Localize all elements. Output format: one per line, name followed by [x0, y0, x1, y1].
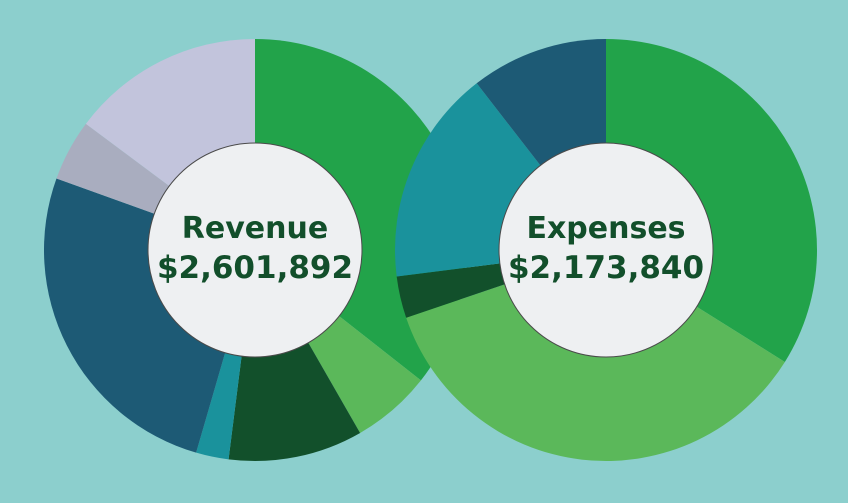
revenue-title: Revenue [182, 211, 328, 246]
expenses-center-circle [498, 142, 714, 358]
expenses-title: Expenses [526, 211, 685, 246]
expenses-total: $2,173,840 [508, 250, 704, 286]
revenue-center-circle [147, 142, 363, 358]
revenue-total: $2,601,892 [157, 250, 353, 286]
expenses-donut: Expenses $2,173,840 [394, 38, 818, 462]
